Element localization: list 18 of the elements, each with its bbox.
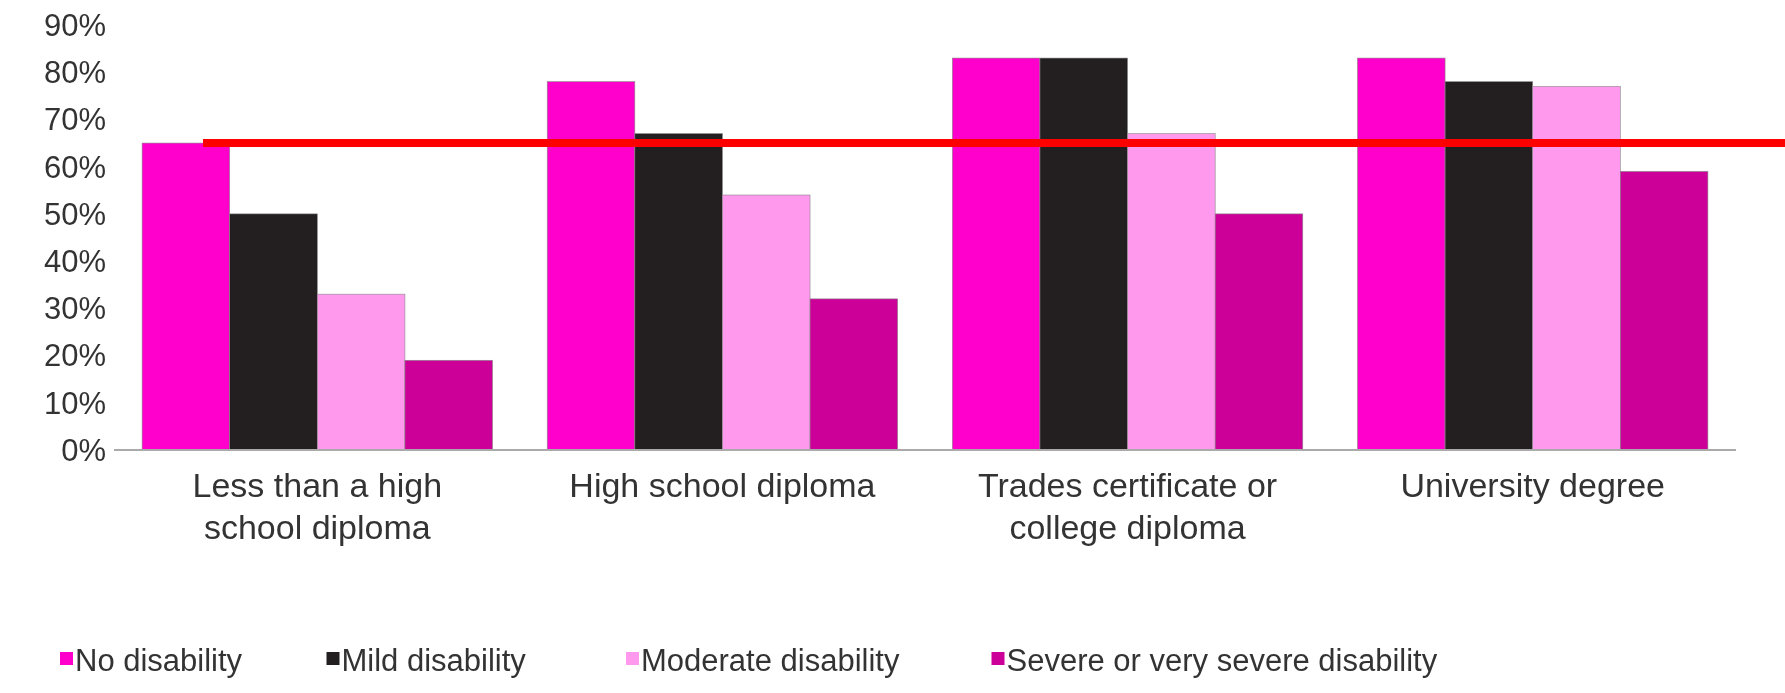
legend-label: Mild disability: [341, 643, 527, 678]
y-tick-label: 10%: [43, 385, 106, 421]
y-tick-label: 70%: [43, 102, 106, 138]
y-tick-label: 0%: [61, 432, 106, 468]
y-tick-label: 30%: [43, 291, 106, 327]
y-tick-label: 80%: [43, 55, 106, 91]
y-tick-label: 20%: [43, 338, 106, 374]
y-tick-label: 40%: [43, 243, 106, 279]
legend-label: Severe or very severe disability: [1006, 643, 1438, 678]
legend-label: Moderate disability: [641, 643, 900, 678]
y-tick-label: 50%: [43, 196, 106, 232]
x-tick-label: Trades certificate or college diploma: [977, 466, 1278, 546]
x-tick-label: Less than a high school diploma: [192, 466, 443, 546]
y-tick-label: 60%: [43, 149, 106, 185]
legend-label: No disability: [75, 643, 243, 678]
x-tick-label: High school diploma: [569, 466, 876, 504]
x-tick-label: University degree: [1400, 466, 1665, 504]
y-tick-label: 90%: [43, 7, 106, 43]
